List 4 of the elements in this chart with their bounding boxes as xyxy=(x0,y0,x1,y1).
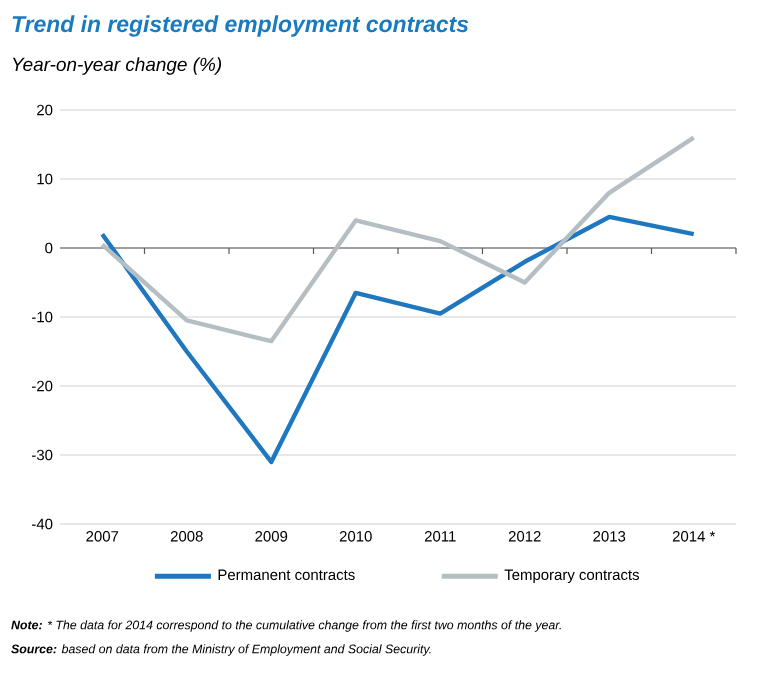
line-series xyxy=(100,214,696,465)
chart-subtitle: Year-on-year change (%) xyxy=(13,57,222,75)
chart-title: Trend in registered employment contracts xyxy=(12,15,469,37)
line-series xyxy=(100,135,696,344)
